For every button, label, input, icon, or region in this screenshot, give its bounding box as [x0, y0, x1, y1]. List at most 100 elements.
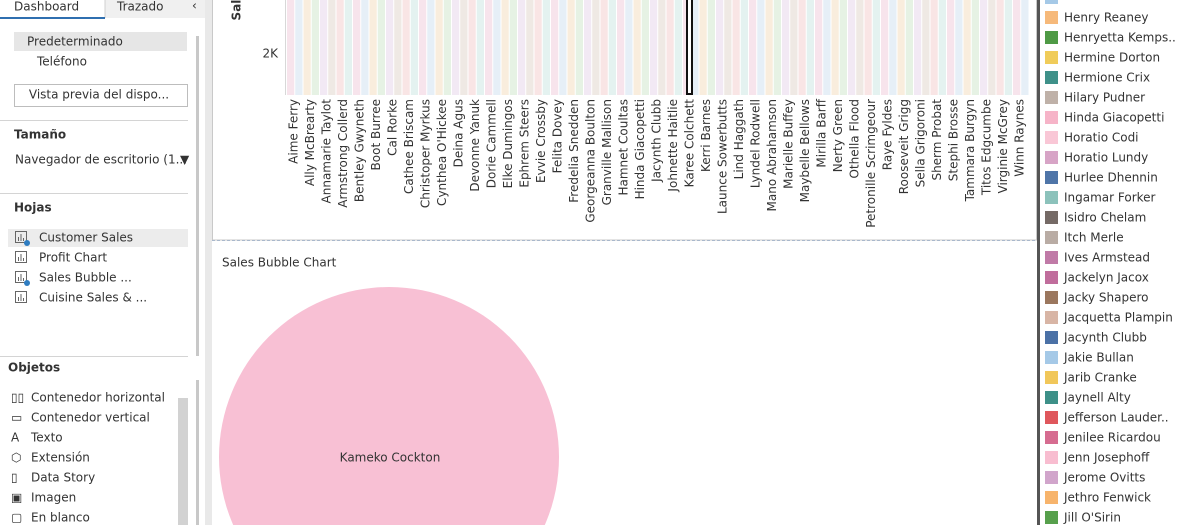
legend-item[interactable]: Henry Reaney [1064, 11, 1149, 25]
object-item[interactable]: Imagen [31, 491, 76, 505]
legend-swatch [1045, 351, 1058, 364]
x-category-label: Deina Agus [452, 99, 466, 167]
legend-item[interactable]: Henryetta Kemps.. [1064, 31, 1176, 45]
x-category-label: Fredelia Snedden [567, 99, 581, 203]
legend-swatch [1045, 91, 1058, 104]
bar-stripe [600, 0, 608, 95]
bar-stripe [765, 0, 773, 95]
x-category-label: Mano Abrahamson [765, 99, 779, 211]
legend-item[interactable]: Ingamar Forker [1064, 191, 1156, 205]
legend-item[interactable]: Jacky Shapero [1063, 291, 1149, 305]
legend-item[interactable]: Jacynth Clubb [1063, 331, 1147, 345]
object-icon: ⬡ [11, 451, 21, 465]
preview-button-box[interactable] [14, 84, 188, 107]
sheet-item[interactable]: Sales Bubble ... [39, 271, 132, 285]
legend-item[interactable]: Isidro Chelam [1064, 211, 1146, 225]
dropdown-arrow[interactable]: ▼ [180, 153, 190, 167]
bar-stripe [905, 0, 913, 95]
legend-item[interactable]: Hinda Giacopetti [1064, 111, 1164, 125]
x-category-label: Johnette Haitlie [666, 99, 680, 193]
bubble[interactable] [219, 287, 559, 525]
x-category-label: Ephrem Steers [518, 99, 532, 188]
legend-item[interactable]: Jaynell Alty [1063, 391, 1131, 405]
bar-stripes [287, 0, 1029, 95]
tab[interactable]: Trazado [116, 0, 163, 14]
bar-stripe [410, 0, 418, 95]
sheet-icon [15, 291, 27, 303]
legend-swatch [1045, 451, 1058, 464]
selected-bar[interactable] [686, 0, 693, 95]
object-item[interactable]: Contenedor horizontal [31, 391, 165, 405]
legend-panel [1040, 0, 1182, 525]
device-option[interactable]: Predeterminado [27, 35, 123, 49]
object-item[interactable]: Contenedor vertical [31, 411, 150, 425]
x-category-label: Dorie Cammell [485, 99, 499, 188]
bar-stripe [707, 0, 715, 95]
bar-stripe [344, 0, 352, 95]
legend-item[interactable]: Jefferson Lauder.. [1063, 411, 1169, 425]
legend-item[interactable]: Jenilee Ricardou [1063, 431, 1161, 445]
size-dropdown[interactable]: Navegador de escritorio (1... [15, 153, 187, 167]
bar-stripe [592, 0, 600, 95]
scrollbar[interactable] [196, 36, 199, 356]
legend-item[interactable]: Horatio Lundy [1064, 151, 1148, 165]
legend-item[interactable]: Jackelyn Jacox [1063, 271, 1149, 285]
x-category-label: Tammara Burgyn [963, 99, 977, 202]
legend-swatch [1045, 291, 1058, 304]
sheet-icon [18, 294, 24, 301]
bar-stripe [386, 0, 394, 95]
legend-item[interactable]: Hilary Pudner [1064, 91, 1145, 105]
legend-swatch [1045, 331, 1058, 344]
legend-swatch [1045, 131, 1058, 144]
sheet-item[interactable]: Profit Chart [39, 251, 107, 265]
x-category-label: Raye Fyldes [881, 99, 895, 170]
bar-stripe [559, 0, 567, 95]
bar-stripe [468, 0, 476, 95]
legend-item[interactable]: Itch Merle [1064, 231, 1124, 245]
legend-item[interactable]: Jerome Ovitts [1063, 471, 1145, 485]
x-category-label: Launce Sowerbutts [716, 99, 730, 214]
x-category-label: Jacynth Clubb [650, 99, 664, 183]
scrollbar[interactable] [196, 380, 199, 525]
x-category-label: Petronille Scrimgeour [864, 99, 878, 228]
legend-item[interactable]: Jenn Josephoff [1063, 451, 1150, 465]
legend-item[interactable]: Horatio Codi [1064, 131, 1139, 145]
bar-stripe [955, 0, 963, 95]
sheet-item[interactable]: Cuisine Sales & ... [39, 291, 147, 305]
legend-swatch [1045, 211, 1058, 224]
legend-item[interactable]: Jill O'Sirin [1063, 511, 1121, 525]
bubble-chart-title: Sales Bubble Chart [222, 256, 337, 270]
legend-item[interactable]: Hermine Dorton [1064, 51, 1160, 65]
legend-item[interactable]: Hurlee Dhennin [1064, 171, 1158, 185]
legend-swatch [1045, 191, 1058, 204]
bar-stripe [608, 0, 616, 95]
x-category-label: Nerty Green [831, 99, 845, 172]
legend-item[interactable]: Jacquetta Plampin [1063, 311, 1173, 325]
legend-item[interactable]: Ives Armstead [1064, 251, 1150, 265]
tab[interactable]: Dashboard [14, 0, 79, 14]
scrollbar[interactable] [178, 398, 188, 525]
object-item[interactable]: Texto [30, 431, 63, 445]
bar-stripe [872, 0, 880, 95]
object-icon: A [11, 431, 20, 445]
object-item[interactable]: Extensión [31, 451, 90, 465]
object-item[interactable]: En blanco [31, 511, 90, 525]
device-option[interactable]: Teléfono [36, 55, 87, 69]
tab-underline [0, 17, 105, 19]
preview-button[interactable]: Vista previa del dispo... [29, 88, 169, 102]
bar-stripe [353, 0, 361, 95]
legend-item[interactable]: Jethro Fenwick [1063, 491, 1151, 505]
legend-item[interactable]: Jarib Cranke [1063, 371, 1137, 385]
collapse-icon[interactable]: ‹ [192, 0, 197, 13]
object-item[interactable]: Data Story [31, 471, 95, 485]
legend-item[interactable]: Hermione Crix [1064, 71, 1150, 85]
selected-sheet-bg [8, 229, 188, 247]
legend-item[interactable]: Jakie Bullan [1063, 351, 1134, 365]
bar-stripe [988, 0, 996, 95]
sheet-item[interactable]: Customer Sales [39, 231, 133, 245]
sheet-icon [15, 271, 27, 283]
bar-stripe [377, 0, 385, 95]
x-category-label: Georgeanna Boulton [584, 99, 598, 223]
sheet-icon [15, 251, 27, 263]
